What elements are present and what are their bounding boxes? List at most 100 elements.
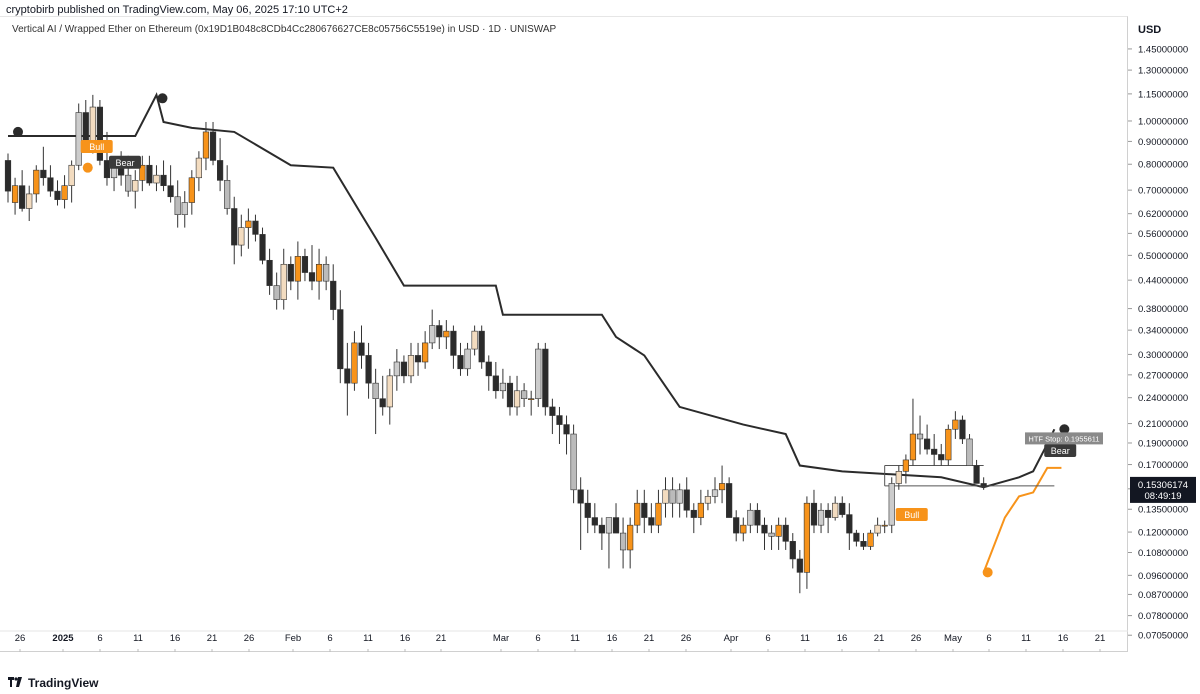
price-axis-svg: 1.45000000 1.30000000 1.15000000 1.00000000… (1128, 44, 1196, 642)
currency-label: USD (1138, 24, 1162, 36)
y-tick-label: 0.12000000 (1138, 528, 1188, 539)
candle-body (188, 177, 195, 203)
candle-body (471, 330, 478, 350)
x-tick-label: 21 (207, 633, 218, 644)
candle-body (959, 419, 966, 440)
candle-body (577, 489, 584, 504)
signal-label: Bull (89, 142, 104, 152)
chart-svg: 26 2025 6 11 16 21 26 Feb 6 11 16 21 Mar 6 11 16 21 26 Apr… (0, 92, 1128, 652)
x-tick-label: Apr (724, 633, 739, 644)
price-axis[interactable]: 1.45000000 1.30000000 1.15000000 1.00000000… (1128, 16, 1200, 652)
candle-body (224, 180, 231, 209)
candle-body (605, 517, 613, 534)
htf-stop-line (982, 466, 1062, 573)
y-tick-label: 0.17000000 (1138, 460, 1188, 471)
candle-body (740, 524, 747, 534)
candle-body (294, 256, 301, 282)
x-tick-label: Mar (493, 633, 509, 644)
candle-body (542, 348, 549, 408)
candle-body (54, 190, 61, 200)
candle-body (641, 502, 648, 518)
x-tick-label: 11 (800, 633, 810, 644)
candle-body (280, 263, 287, 300)
candle-body (217, 160, 224, 181)
y-tick-label: 1.00000000 (1138, 116, 1188, 127)
candle-body (775, 524, 782, 537)
countdown-value: 08:49:19 (1145, 491, 1182, 502)
x-tick-label: 26 (911, 633, 922, 644)
candle-body (909, 433, 917, 461)
y-tick-label: 0.30000000 (1138, 350, 1188, 361)
candle-body (895, 471, 902, 484)
x-tick-label: 21 (874, 633, 885, 644)
y-tick-label: 0.27000000 (1138, 370, 1188, 381)
trailing-stop-line (8, 92, 1056, 489)
symbol-title: Vertical AI / Wrapped Ether on Ethereum … (12, 24, 557, 35)
candle-body (803, 502, 811, 573)
candle-body (132, 180, 139, 192)
y-tick-label: 0.44000000 (1138, 276, 1188, 287)
candle-body (139, 164, 146, 181)
candle-body (839, 502, 846, 515)
candle-body (422, 342, 429, 363)
candle-body (832, 502, 839, 518)
candle-body (11, 185, 19, 203)
candle-body (938, 454, 945, 461)
candle-body (506, 382, 514, 408)
htf-stop-tag-label: HTF Stop: 0.1955611 (1028, 434, 1099, 443)
price-chart-area[interactable]: 26 2025 6 11 16 21 26 Feb 6 11 16 21 Mar 6 11 16 21 26 Apr… (0, 16, 1128, 652)
stop-flip-marker (157, 93, 168, 104)
candle-body (867, 532, 874, 547)
candle-body (443, 330, 450, 338)
x-tick-label: 16 (400, 633, 411, 644)
candle-body (563, 424, 570, 435)
x-tick-label: 6 (327, 633, 332, 644)
candle-body (683, 489, 690, 511)
x-tick-label: 2025 (52, 633, 74, 644)
candle-body (160, 174, 167, 186)
candle-body (513, 390, 521, 408)
candle-body (627, 524, 634, 551)
candle-body (733, 517, 740, 534)
candle-body (789, 541, 796, 560)
y-tick-label: 0.56000000 (1138, 229, 1188, 240)
y-tick-label: 0.80000000 (1138, 160, 1188, 171)
candle-body (726, 483, 733, 518)
candle-body (407, 355, 415, 377)
candle-body (521, 390, 528, 399)
x-tick-label: 16 (170, 633, 181, 644)
candle-body (761, 524, 768, 534)
stop-start-marker (13, 126, 23, 137)
y-tick-label: 0.07800000 (1138, 611, 1188, 622)
candle-body (669, 489, 676, 504)
candle-body (825, 509, 832, 518)
x-tick-label: 11 (363, 633, 373, 644)
candle-body (881, 524, 888, 527)
x-tick-label: 16 (837, 633, 848, 644)
y-tick-label: 0.70000000 (1138, 186, 1188, 197)
candle-body (655, 502, 662, 526)
candle-body (810, 502, 818, 526)
candle-body (619, 532, 627, 551)
candle-body (916, 433, 924, 440)
candle-body (301, 256, 309, 273)
y-tick-label: 0.07050000 (1138, 631, 1188, 642)
candle-body (860, 541, 867, 547)
candle-body (676, 489, 683, 504)
footer-brand: TradingView (8, 676, 98, 690)
last-price-value: 0.15306174 (1138, 480, 1188, 491)
candle-body (485, 361, 492, 377)
x-tick-label: 6 (986, 633, 991, 644)
signal-label-box (80, 140, 113, 154)
x-tick-label: 16 (607, 633, 618, 644)
candle-body (528, 398, 535, 400)
y-tick-label: 0.10800000 (1138, 548, 1188, 559)
candle-body (379, 398, 386, 408)
candle-body (47, 177, 54, 192)
candle-body (796, 558, 803, 573)
candle-body (591, 517, 598, 526)
candle-body (146, 164, 153, 184)
candle-body (103, 160, 111, 179)
stop-end-marker (1059, 424, 1070, 435)
candle-body (436, 325, 443, 338)
